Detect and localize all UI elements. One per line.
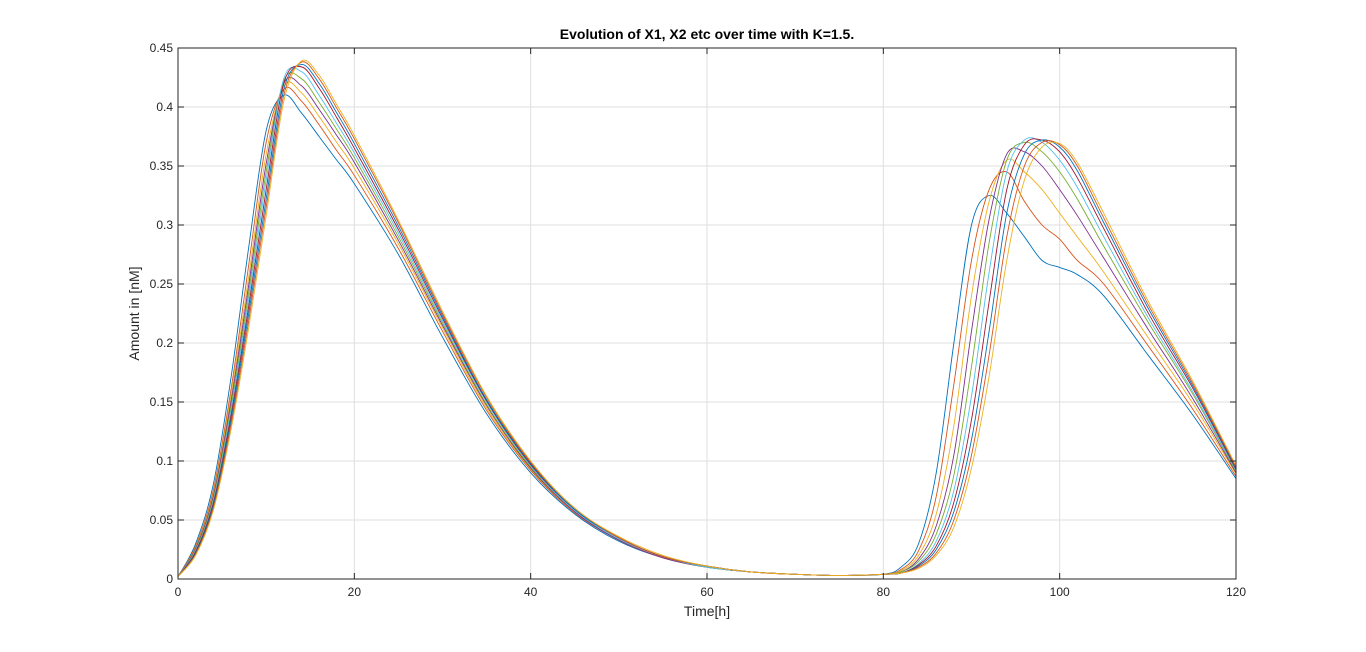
x-axis-label: Time[h]	[684, 603, 730, 619]
x-tick-label: 100	[1050, 585, 1070, 599]
x-tick-label: 20	[348, 585, 362, 599]
chart-title: Evolution of X1, X2 etc over time with K…	[560, 26, 854, 42]
x-tick-label: 80	[877, 585, 891, 599]
y-tick-labels: 0 0.05 0.1 0.15 0.2 0.25 0.3 0.35 0.4 0.45	[150, 41, 174, 586]
y-tick-label: 0	[166, 572, 173, 586]
x-tick-label: 0	[175, 585, 182, 599]
y-tick-label: 0.4	[156, 100, 173, 114]
y-tick-label: 0.3	[156, 218, 173, 232]
x-tick-labels: 0 20 40 60 80 100 120	[175, 585, 1247, 599]
x-tick-label: 60	[700, 585, 714, 599]
x-tick-label: 40	[524, 585, 538, 599]
series-line	[177, 59, 1237, 577]
y-tick-label: 0.1	[156, 454, 173, 468]
y-tick-label: 0.35	[150, 159, 174, 173]
y-tick-label: 0.25	[150, 277, 174, 291]
y-tick-label: 0.15	[150, 395, 174, 409]
y-tick-label: 0.2	[156, 336, 173, 350]
y-tick-label: 0.45	[150, 41, 174, 55]
y-tick-label: 0.05	[150, 513, 174, 527]
y-axis-label: Amount in [nM]	[126, 266, 142, 360]
x-tick-label: 120	[1226, 585, 1246, 599]
series-line	[177, 66, 1237, 577]
series-group	[177, 59, 1237, 577]
tick-marks	[177, 47, 1237, 580]
